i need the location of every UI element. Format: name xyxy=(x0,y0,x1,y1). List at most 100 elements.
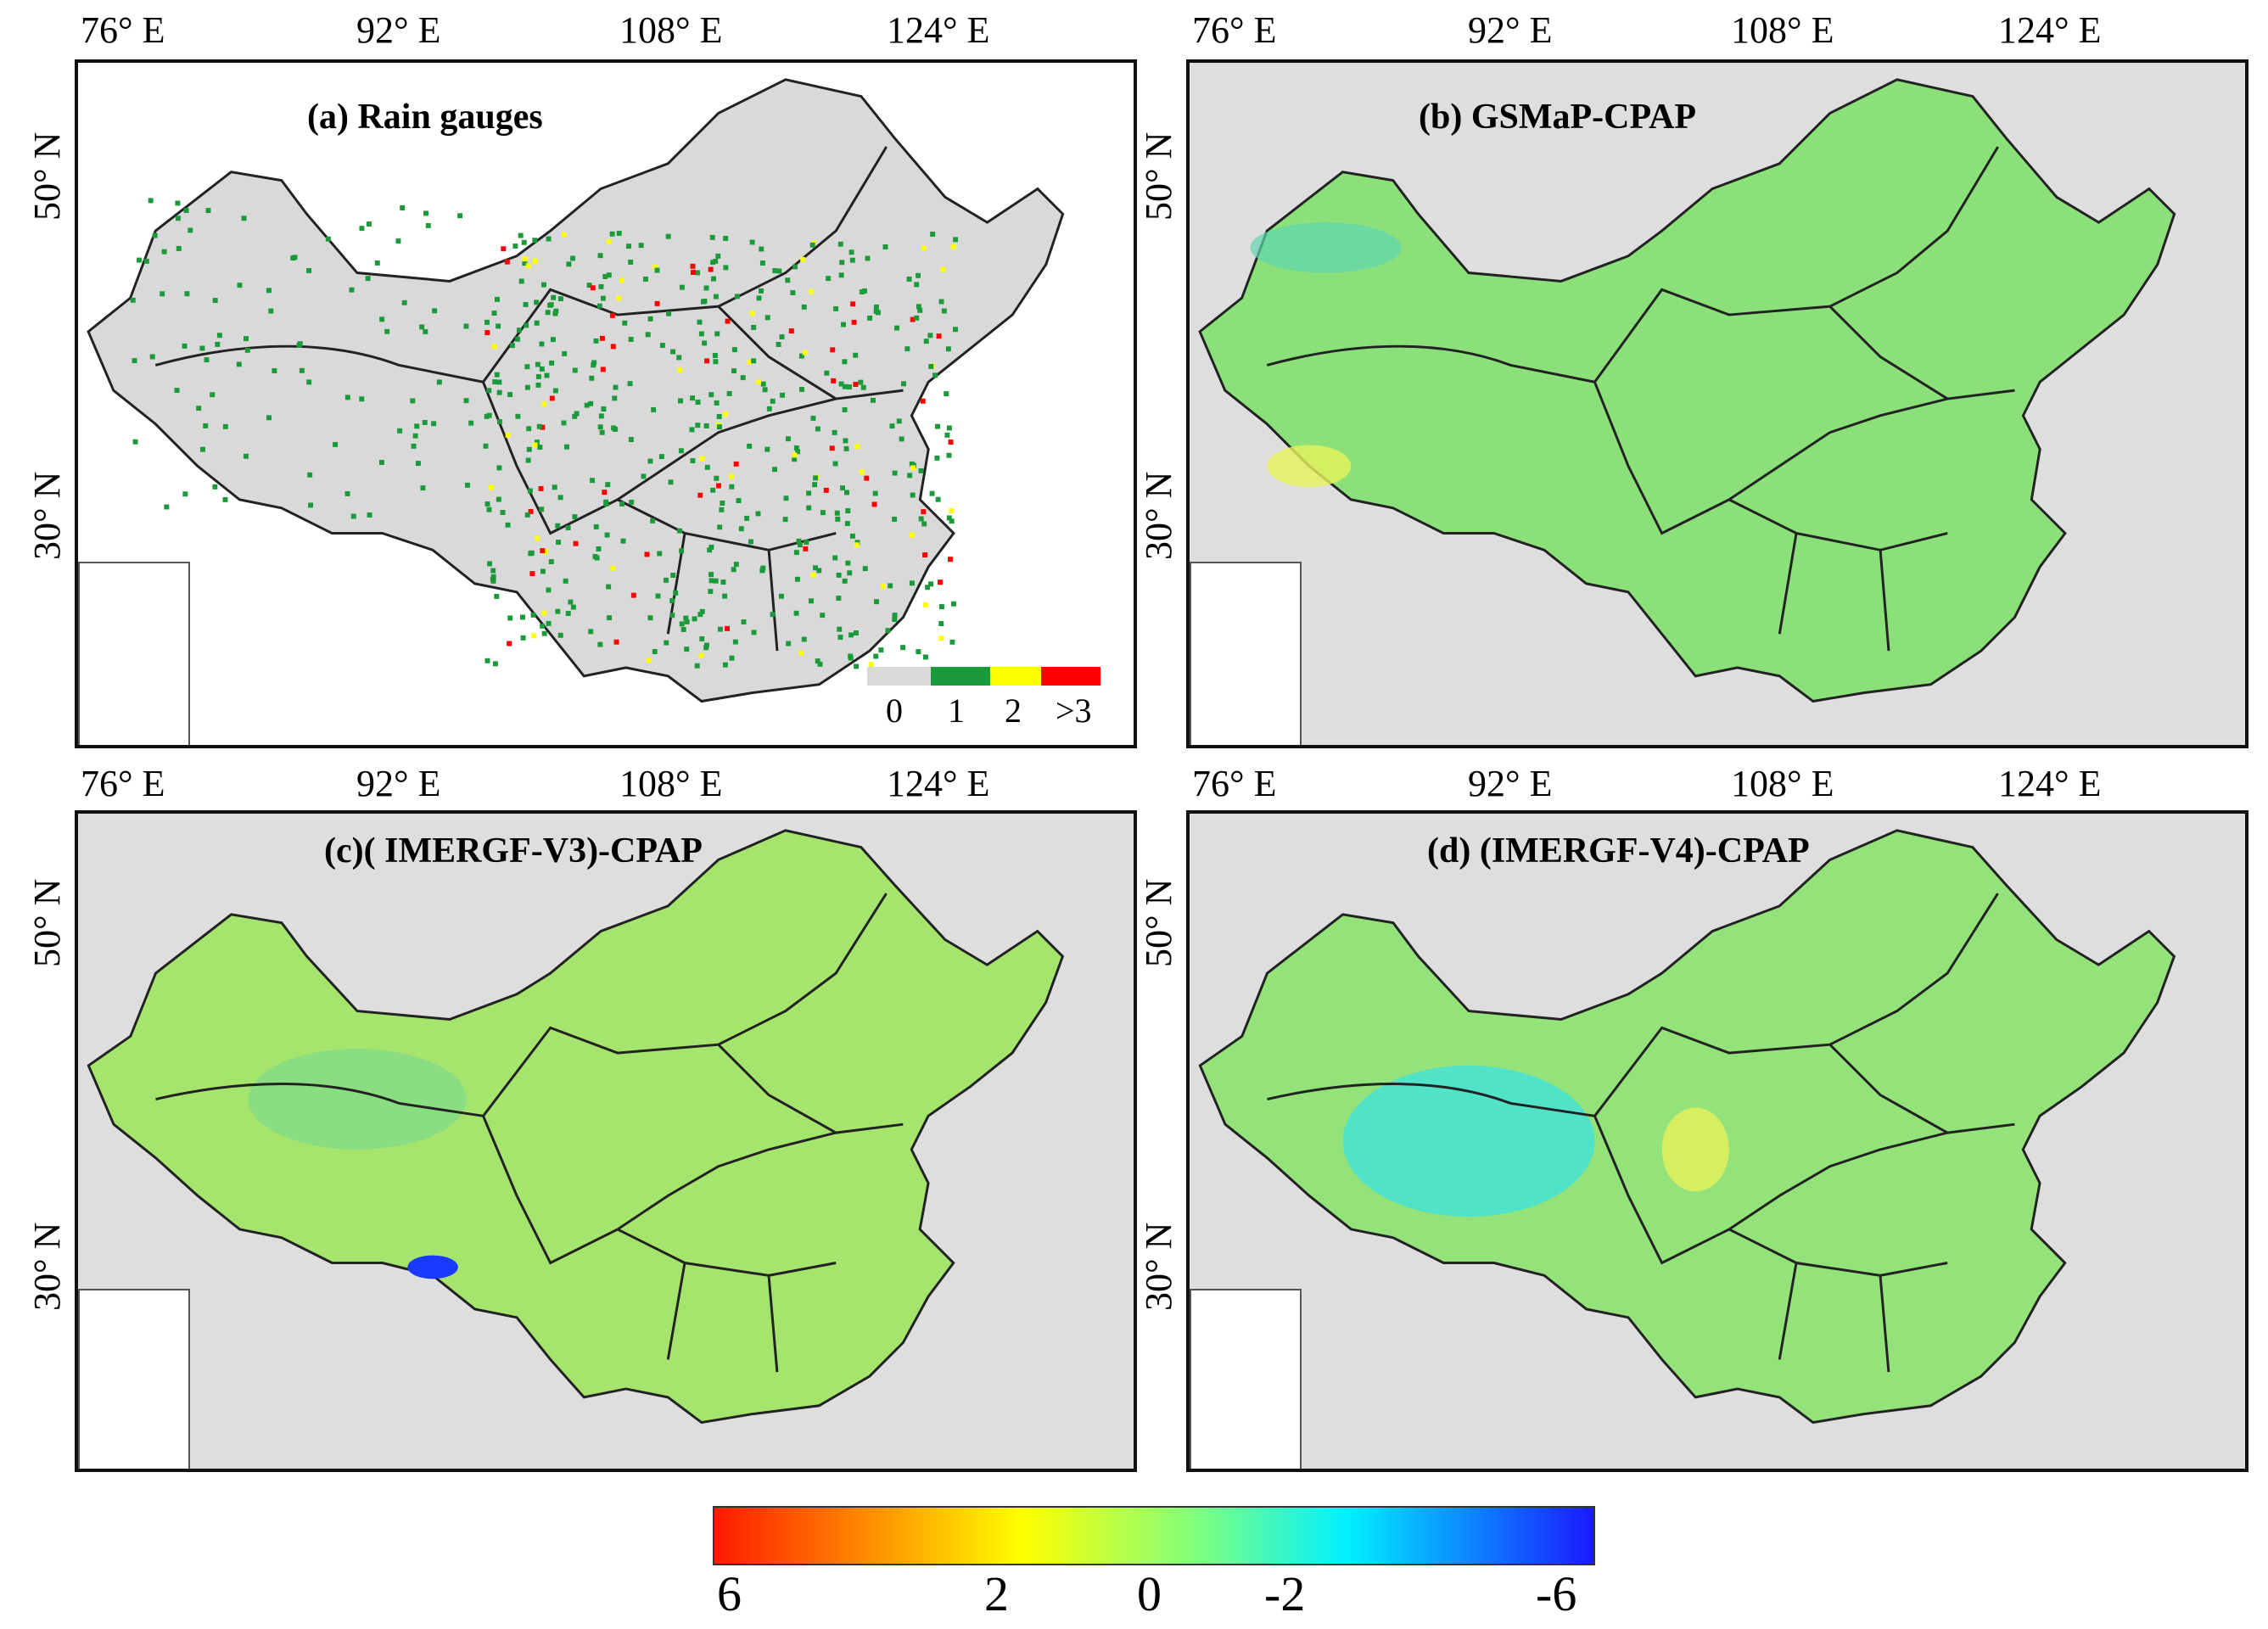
gauge-point xyxy=(945,346,951,352)
gauge-point xyxy=(574,411,580,417)
gauge-point xyxy=(592,554,598,559)
gauge-point xyxy=(853,352,859,358)
gauge-point xyxy=(816,568,822,574)
gauge-point xyxy=(684,647,690,652)
gauge-points xyxy=(130,198,959,669)
gauge-point xyxy=(296,342,302,348)
gauge-point xyxy=(806,505,812,511)
gauge-point xyxy=(731,567,736,573)
gauge-point xyxy=(916,649,921,655)
gauge-point xyxy=(521,239,527,245)
gauge-point xyxy=(751,358,757,364)
gauge-point xyxy=(820,613,826,619)
gauge-point xyxy=(842,383,848,389)
gauge-point xyxy=(946,425,952,431)
china-map-b xyxy=(1198,78,2176,703)
gauge-point xyxy=(552,311,558,316)
gauge-point xyxy=(272,368,277,373)
gauge-point xyxy=(491,311,497,316)
gauge-point xyxy=(562,350,568,356)
gauge-point xyxy=(555,608,561,614)
lat-label: 30° N xyxy=(26,471,68,560)
gauge-point xyxy=(236,361,242,367)
gauge-point xyxy=(759,260,765,266)
gauge-point xyxy=(867,315,873,321)
gauge-point xyxy=(921,521,927,527)
gauge-point xyxy=(941,308,947,314)
gauge-point xyxy=(588,629,594,635)
gauge-point xyxy=(647,316,653,322)
gauge-point xyxy=(593,338,599,344)
gauge-point xyxy=(137,257,142,263)
gauge-point xyxy=(815,658,820,664)
region-boundaries xyxy=(154,146,904,652)
gauge-point xyxy=(702,340,708,346)
gauge-point xyxy=(586,283,592,288)
gauge-point xyxy=(415,461,421,467)
gauge-point xyxy=(299,367,305,373)
gauge-point xyxy=(203,423,209,428)
gauge-point xyxy=(532,442,538,448)
gauge-point xyxy=(306,267,312,273)
gauge-point xyxy=(268,308,274,314)
gauge-point xyxy=(130,297,136,303)
gauge-point xyxy=(604,532,610,538)
gauge-point xyxy=(922,602,928,607)
gauge-point xyxy=(853,630,859,635)
gauge-point xyxy=(764,446,770,452)
gauge-point xyxy=(535,361,540,367)
gauge-point xyxy=(628,437,634,443)
gauge-point xyxy=(540,548,546,554)
gauge-point xyxy=(798,650,804,656)
gauge-point xyxy=(531,633,537,639)
wet-bias-patch xyxy=(1661,1107,1729,1192)
gauge-point xyxy=(703,645,709,651)
gauge-point xyxy=(947,557,953,563)
gauge-point xyxy=(532,238,538,244)
gauge-point xyxy=(916,272,921,278)
gauge-point xyxy=(644,551,650,557)
gauge-point xyxy=(839,260,845,266)
gauge-point xyxy=(620,538,626,544)
gauge-point xyxy=(210,392,216,398)
gauge-point xyxy=(951,601,956,607)
legend-swatch-3 xyxy=(1041,667,1100,686)
gauge-point xyxy=(940,266,946,272)
gauge-point xyxy=(143,258,149,264)
gauge-point xyxy=(759,288,764,294)
gauge-point xyxy=(619,501,625,507)
gauge-point xyxy=(713,578,719,584)
gauge-point xyxy=(949,508,955,514)
gauge-point xyxy=(359,226,365,232)
gauge-point xyxy=(909,532,915,538)
gauge-point xyxy=(840,485,845,491)
gauge-point xyxy=(174,388,180,394)
gauge-point xyxy=(862,566,868,572)
gauge-point xyxy=(704,358,710,364)
gauge-point xyxy=(652,264,658,270)
panel-b: (b) GSMaP-CPAP xyxy=(1186,59,2248,748)
gauge-point xyxy=(810,572,816,578)
gauge-point xyxy=(378,460,384,465)
gauge-point xyxy=(845,508,851,514)
gauge-point xyxy=(720,500,725,506)
gauge-point xyxy=(906,276,912,282)
gauge-point xyxy=(359,396,365,402)
gauge-point xyxy=(665,233,671,239)
gauge-point xyxy=(824,370,830,376)
gauge-point xyxy=(484,330,490,336)
gauge-point xyxy=(148,198,154,204)
gauge-point xyxy=(695,270,701,276)
gauge-point xyxy=(713,259,719,264)
gauge-point xyxy=(712,352,718,358)
gauge-point xyxy=(936,333,942,339)
gauge-point xyxy=(779,334,785,340)
gauge-point xyxy=(747,443,753,449)
gauge-point xyxy=(808,288,814,294)
gauge-point xyxy=(540,568,546,574)
gauge-point xyxy=(526,426,532,432)
gauge-point xyxy=(557,632,563,638)
gauge-point xyxy=(896,418,902,424)
gauge-point xyxy=(938,604,944,609)
gauge-point xyxy=(928,581,933,587)
